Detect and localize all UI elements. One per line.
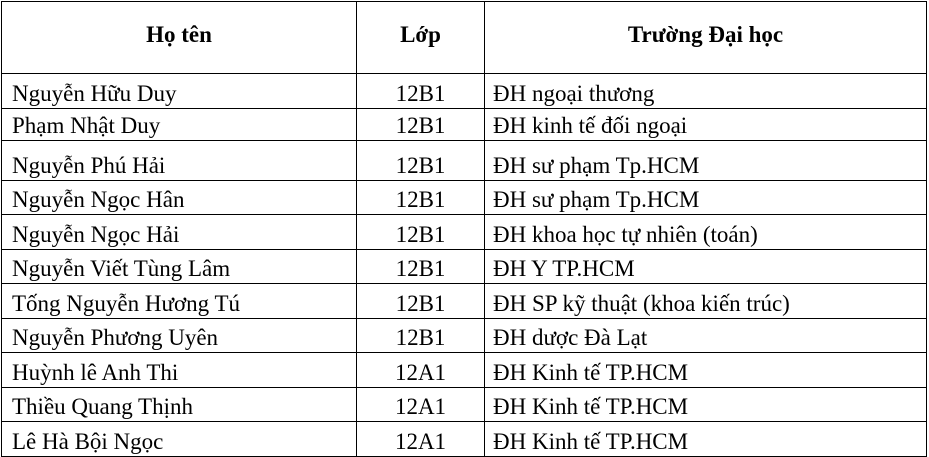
cell-class: 12B1 <box>356 179 485 215</box>
cell-name-text: Phạm Nhật Duy <box>12 112 161 138</box>
cell-name: Nguyễn Ngọc Hải <box>1 214 357 250</box>
cell-name: Lê Hà Bội Ngọc <box>1 421 357 457</box>
cell-university-text: ĐH Kinh tế TP.HCM <box>493 394 689 419</box>
cell-class: 12B1 <box>356 317 485 353</box>
cell-name: Nguyễn Phương Uyên <box>1 317 357 353</box>
cell-class: 12B1 <box>356 283 485 319</box>
cell-class: 12B1 <box>356 139 485 181</box>
cell-class: 12B1 <box>356 107 485 141</box>
cell-class-text: 12A1 <box>394 359 447 385</box>
cell-name-text: Nguyễn Viết Tùng Lâm <box>12 256 231 281</box>
cell-class-text: 12B1 <box>395 187 446 212</box>
table-row: Nguyễn Viết Tùng Lâm 12B1 ĐH Y TP.HCM <box>1 248 927 284</box>
header-row: Họ tên Lớp Trường Đại học <box>1 1 927 74</box>
table-row: Tống Nguyễn Hương Tú 12B1 ĐH SP kỹ thuật… <box>1 283 927 319</box>
cell-university: ĐH khoa học tự nhiên (toán) <box>484 214 927 250</box>
cell-name-text: Nguyễn Hữu Duy <box>12 80 177 106</box>
cell-university-text: ĐH khoa học tự nhiên (toán) <box>493 221 758 247</box>
cell-university-text: ĐH sư phạm Tp.HCM <box>493 152 700 178</box>
cell-name: Phạm Nhật Duy <box>1 107 357 141</box>
cell-university-text: ĐH SP kỹ thuật (khoa kiến trúc) <box>493 290 790 316</box>
cell-name: Nguyễn Hữu Duy <box>1 73 357 109</box>
header-name: Họ tên <box>1 1 357 74</box>
header-class: Lớp <box>356 1 485 74</box>
header-name-label: Họ tên <box>146 22 212 47</box>
cell-class: 12B1 <box>356 73 485 109</box>
cell-name-text: Huỳnh lê Anh Thi <box>12 359 179 385</box>
cell-name: Huỳnh lê Anh Thi <box>1 352 357 388</box>
cell-university-text: ĐH dược Đà Lạt <box>493 325 648 350</box>
cell-class-text: 12A1 <box>394 394 447 419</box>
cell-class-text: 12B1 <box>395 112 446 138</box>
cell-university: ĐH kinh tế đối ngoại <box>484 107 927 141</box>
table-row: Nguyễn Hữu Duy 12B1 ĐH ngoại thương <box>1 73 927 109</box>
table-row: Nguyễn Phương Uyên 12B1 ĐH dược Đà Lạt <box>1 317 927 353</box>
cell-university-text: ĐH kinh tế đối ngoại <box>493 112 688 138</box>
cell-name-text: Nguyễn Phú Hải <box>12 152 166 178</box>
cell-university: ĐH dược Đà Lạt <box>484 317 927 353</box>
cell-class-text: 12B1 <box>395 80 446 106</box>
cell-class: 12B1 <box>356 248 485 284</box>
table-row: Nguyễn Phú Hải 12B1 ĐH sư phạm Tp.HCM <box>1 139 927 181</box>
cell-university-text: ĐH ngoại thương <box>493 80 655 106</box>
cell-university-text: ĐH Kinh tế TP.HCM <box>493 428 689 454</box>
cell-name: Nguyễn Ngọc Hân <box>1 179 357 215</box>
cell-class-text: 12B1 <box>395 290 446 316</box>
table-row: Thiều Quang Thịnh 12A1 ĐH Kinh tế TP.HCM <box>1 386 927 422</box>
cell-name: Tống Nguyễn Hương Tú <box>1 283 357 319</box>
cell-university: ĐH Kinh tế TP.HCM <box>484 421 927 457</box>
table-row: Nguyễn Ngọc Hải 12B1 ĐH khoa học tự nhiê… <box>1 214 927 250</box>
table-row: Nguyễn Ngọc Hân 12B1 ĐH sư phạm Tp.HCM <box>1 179 927 215</box>
cell-class-text: 12B1 <box>395 256 446 281</box>
cell-name: Nguyễn Phú Hải <box>1 139 357 181</box>
table-body: Nguyễn Hữu Duy 12B1 ĐH ngoại thương Phạm… <box>1 73 927 457</box>
cell-class-text: 12B1 <box>395 152 446 178</box>
cell-class-text: 12B1 <box>395 221 446 247</box>
cell-university-text: ĐH Y TP.HCM <box>493 256 635 281</box>
cell-class: 12B1 <box>356 214 485 250</box>
cell-class: 12A1 <box>356 386 485 422</box>
table-header: Họ tên Lớp Trường Đại học <box>1 1 927 74</box>
cell-university-text: ĐH sư phạm Tp.HCM <box>493 187 700 212</box>
cell-university: ĐH Kinh tế TP.HCM <box>484 352 927 388</box>
cell-class: 12A1 <box>356 421 485 457</box>
cell-name-text: Thiều Quang Thịnh <box>12 394 193 419</box>
cell-university: ĐH ngoại thương <box>484 73 927 109</box>
table-row: Phạm Nhật Duy 12B1 ĐH kinh tế đối ngoại <box>1 107 927 141</box>
cell-name-text: Nguyễn Ngọc Hải <box>12 221 180 247</box>
table-row: Lê Hà Bội Ngọc 12A1 ĐH Kinh tế TP.HCM <box>1 421 927 457</box>
header-university: Trường Đại học <box>484 1 927 74</box>
cell-name-text: Tống Nguyễn Hương Tú <box>12 290 240 316</box>
cell-university: ĐH sư phạm Tp.HCM <box>484 179 927 215</box>
cell-name-text: Nguyễn Ngọc Hân <box>12 187 185 212</box>
cell-name-text: Nguyễn Phương Uyên <box>12 325 219 350</box>
cell-university-text: ĐH Kinh tế TP.HCM <box>493 359 689 385</box>
cell-university: ĐH sư phạm Tp.HCM <box>484 139 927 181</box>
header-university-label: Trường Đại học <box>627 22 784 47</box>
cell-class: 12A1 <box>356 352 485 388</box>
cell-university: ĐH Kinh tế TP.HCM <box>484 386 927 422</box>
cell-class-text: 12B1 <box>395 325 446 350</box>
header-class-label: Lớp <box>400 22 441 47</box>
cell-name: Thiều Quang Thịnh <box>1 386 357 422</box>
cell-name-text: Lê Hà Bội Ngọc <box>12 428 164 454</box>
cell-class-text: 12A1 <box>394 428 447 454</box>
table-row: Huỳnh lê Anh Thi 12A1 ĐH Kinh tế TP.HCM <box>1 352 927 388</box>
cell-university: ĐH SP kỹ thuật (khoa kiến trúc) <box>484 283 927 319</box>
cell-university: ĐH Y TP.HCM <box>484 248 927 284</box>
cell-name: Nguyễn Viết Tùng Lâm <box>1 248 357 284</box>
